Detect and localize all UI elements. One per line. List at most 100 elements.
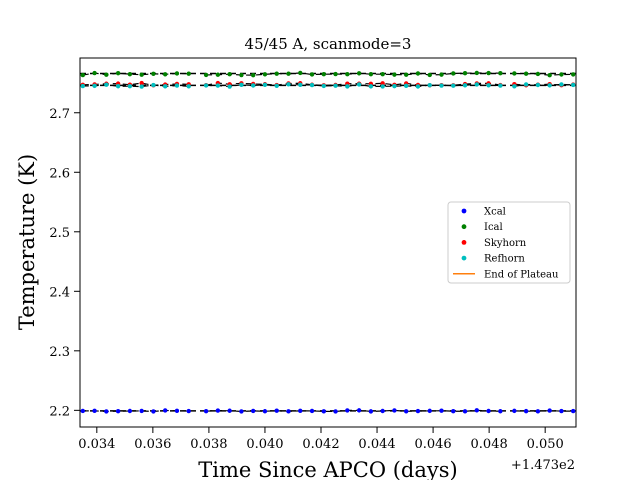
data-point-xcal xyxy=(570,408,576,414)
data-point-refhorn xyxy=(274,83,279,88)
data-point-ical xyxy=(274,71,279,76)
data-point-ical xyxy=(451,71,456,76)
legend-label: Refhorn xyxy=(484,254,525,265)
x-axis-label: Time Since APCO (days) xyxy=(198,458,457,480)
data-point-ical xyxy=(151,71,156,77)
data-point-xcal xyxy=(498,409,503,414)
data-point-refhorn xyxy=(333,83,338,88)
data-point-ical xyxy=(462,71,468,76)
data-point-xcal xyxy=(127,408,133,414)
legend-label: Ical xyxy=(484,222,503,233)
data-point-refhorn xyxy=(92,83,97,89)
legend-box xyxy=(447,201,571,284)
data-point-xcal xyxy=(474,408,479,413)
data-point-ical xyxy=(115,70,121,76)
data-point-ical xyxy=(333,71,338,77)
y-tick-label: 2.2 xyxy=(49,404,70,419)
data-point-xcal xyxy=(274,408,279,413)
x-tick-label: 0.050 xyxy=(527,437,564,452)
data-point-refhorn xyxy=(127,83,133,89)
data-point-refhorn xyxy=(427,82,432,88)
data-point-xcal xyxy=(439,408,444,413)
legend-label: End of Plateau xyxy=(484,269,559,280)
data-point-xcal xyxy=(535,409,541,414)
data-point-ical xyxy=(523,71,529,76)
data-point-refhorn xyxy=(298,82,303,88)
data-point-refhorn xyxy=(286,82,291,87)
data-point-xcal xyxy=(415,408,421,414)
data-point-ical xyxy=(162,72,168,77)
data-point-refhorn xyxy=(151,82,156,88)
series-line xyxy=(82,82,189,86)
data-point-xcal xyxy=(227,408,232,413)
data-point-xcal xyxy=(80,408,86,414)
series-line xyxy=(82,72,189,76)
data-point-ical xyxy=(439,72,444,77)
x-tick-label: 0.046 xyxy=(414,437,451,452)
data-point-ical xyxy=(215,72,221,77)
x-tick-label: 0.038 xyxy=(190,437,227,452)
legend-label: Skyhorn xyxy=(484,238,527,249)
data-point-ical xyxy=(535,71,541,77)
data-point-refhorn xyxy=(474,82,479,87)
data-point-xcal xyxy=(380,408,385,414)
x-tick-label: 0.036 xyxy=(134,437,171,452)
data-point-refhorn xyxy=(356,82,362,87)
data-point-xcal xyxy=(250,408,256,414)
data-point-xcal xyxy=(298,408,303,414)
legend-marker xyxy=(461,224,467,230)
x-tick-label: 0.040 xyxy=(246,437,283,452)
data-point-ical xyxy=(547,73,552,78)
data-point-xcal xyxy=(486,408,491,414)
data-point-xcal xyxy=(92,408,97,414)
data-point-ical xyxy=(203,72,209,78)
x-axis: 0.034 0.036 0.038 0.040 0.042 0.044 0.046 0.048… xyxy=(78,427,564,452)
data-point-skyhorn xyxy=(380,81,385,86)
data-point-xcal xyxy=(174,408,180,414)
data-point-xcal xyxy=(309,408,315,414)
data-point-refhorn xyxy=(439,83,444,88)
data-point-xcal xyxy=(186,408,191,414)
legend-marker xyxy=(461,240,467,245)
y-tick-label: 2.6 xyxy=(49,166,70,181)
data-point-xcal xyxy=(427,408,432,414)
x-tick-label: 0.042 xyxy=(302,437,339,452)
y-tick-label: 2.5 xyxy=(49,226,70,241)
data-point-ical xyxy=(262,72,268,77)
data-point-refhorn xyxy=(486,83,491,88)
data-point-ical xyxy=(227,71,232,77)
x-tick-label: 0.048 xyxy=(471,437,508,452)
data-point-ical xyxy=(174,71,180,76)
y-axis: 2.2 2.3 2.4 2.5 2.6 2.7 xyxy=(49,107,80,419)
data-point-ical xyxy=(368,71,374,77)
data-point-refhorn xyxy=(321,83,326,89)
chart-title: 45/45 A, scanmode=3 xyxy=(245,35,412,53)
data-point-xcal xyxy=(215,408,221,413)
data-point-ical xyxy=(298,70,303,76)
data-point-ical xyxy=(380,72,385,77)
data-point-refhorn xyxy=(498,83,503,88)
data-point-xcal xyxy=(203,408,209,414)
data-point-ical xyxy=(356,71,362,76)
data-point-ical xyxy=(104,72,109,77)
data-point-refhorn xyxy=(451,83,456,88)
data-point-ical xyxy=(80,72,86,78)
y-axis-label: Temperature (K) xyxy=(15,154,39,330)
data-point-ical xyxy=(321,72,326,77)
series-line xyxy=(82,84,189,88)
legend-marker xyxy=(461,255,467,261)
data-point-skyhorn xyxy=(139,80,144,86)
data-point-xcal xyxy=(403,409,409,414)
data-point-ical xyxy=(345,72,350,77)
data-point-xcal xyxy=(321,409,326,414)
data-point-refhorn xyxy=(262,82,268,88)
y-tick-label: 2.7 xyxy=(49,107,70,122)
data-point-ical xyxy=(559,72,564,77)
data-point-xcal xyxy=(104,409,109,414)
data-point-refhorn xyxy=(80,83,86,89)
x-tick-label: 0.034 xyxy=(78,437,115,452)
data-point-xcal xyxy=(139,408,144,414)
data-point-refhorn xyxy=(415,84,421,89)
data-point-xcal xyxy=(356,408,362,413)
